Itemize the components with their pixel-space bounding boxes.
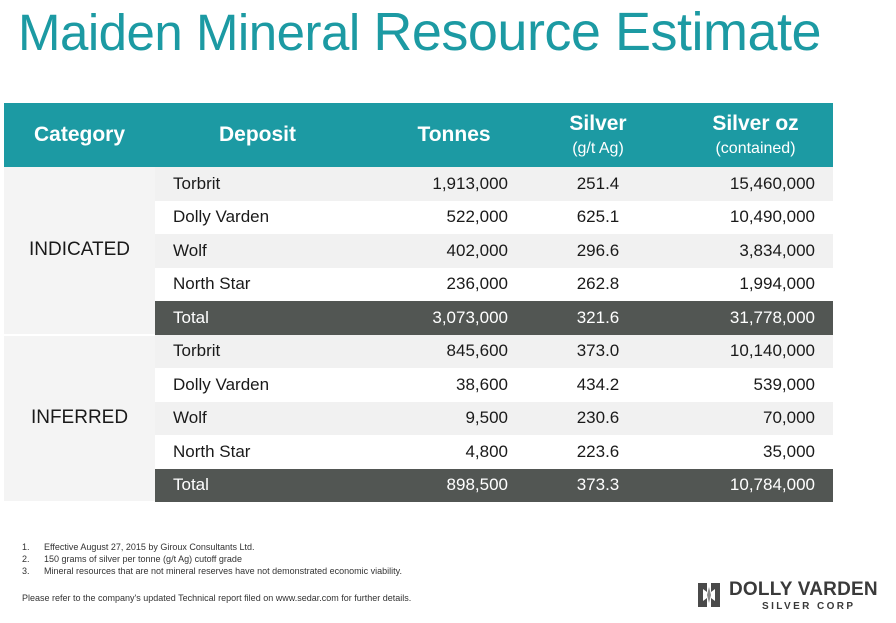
table-row: Wolf 9,500 230.6 70,000 xyxy=(4,401,833,435)
title-part-2: Resource Estimate xyxy=(373,2,822,62)
deposit-cell: Wolf xyxy=(155,401,360,435)
total-label-cell: Total xyxy=(155,468,360,502)
footnote-number: 1. xyxy=(22,542,30,552)
deposit-cell: Dolly Varden xyxy=(155,200,360,234)
header-deposit: Deposit xyxy=(218,123,296,146)
header-silver-unit: (g/t Ag) xyxy=(572,140,624,157)
tonnes-cell: 38,600 xyxy=(360,368,528,402)
table-row: INDICATED Torbrit 1,913,000 251.4 15,460… xyxy=(4,167,833,336)
total-label-cell: Total xyxy=(155,301,360,335)
table-total-row: Total 898,500 373.3 10,784,000 xyxy=(4,468,833,502)
deposit-cell: North Star xyxy=(155,435,360,469)
silver-oz-cell: 15,460,000 xyxy=(668,167,833,201)
dolly-varden-logo-icon xyxy=(698,583,720,607)
header-silver: Silver (g/t Ag) xyxy=(528,103,668,167)
resource-estimate-table: Category Deposit Tonnes Silver (g/t Ag) … xyxy=(4,103,833,503)
reference-note: Please refer to the company's updated Te… xyxy=(22,593,412,603)
deposit-cell: Dolly Varden xyxy=(155,368,360,402)
tonnes-cell: 4,800 xyxy=(360,435,528,469)
total-silver-oz-cell: 10,784,000 xyxy=(668,468,833,502)
title-part-1: Maiden Mineral xyxy=(18,4,360,61)
deposit-cell: Torbrit xyxy=(155,334,360,368)
deposit-cell: North Star xyxy=(155,267,360,301)
silver-oz-cell: 10,140,000 xyxy=(668,334,833,368)
footnote-number: 3. xyxy=(22,566,30,576)
silver-oz-cell: 1,994,000 xyxy=(668,267,833,301)
company-logo: DOLLY VARDEN SILVER CORP xyxy=(696,579,892,615)
tonnes-cell: 236,000 xyxy=(360,267,528,301)
deposit-cell: Wolf xyxy=(155,234,360,268)
total-silver-oz-cell: 31,778,000 xyxy=(668,301,833,335)
grade-cell: 296.6 xyxy=(528,234,668,268)
table-header-row: Category Deposit Tonnes Silver (g/t Ag) … xyxy=(4,103,833,167)
footnote: 1. Effective August 27, 2015 by Giroux Co… xyxy=(22,541,402,553)
table-row: North Star 4,800 223.6 35,000 xyxy=(4,435,833,469)
grade-cell: 230.6 xyxy=(528,401,668,435)
total-tonnes-cell: 898,500 xyxy=(360,468,528,502)
header-silver-label: Silver xyxy=(569,112,627,135)
footnote-text: 150 grams of silver per tonne (g/t Ag) c… xyxy=(44,554,242,564)
grade-cell: 262.8 xyxy=(528,267,668,301)
grade-cell: 625.1 xyxy=(528,200,668,234)
grade-cell: 223.6 xyxy=(528,435,668,469)
total-grade-cell: 373.3 xyxy=(528,468,668,502)
deposit-cell: Torbrit xyxy=(155,167,360,201)
page-title: Maiden Mineral Resource Estimate xyxy=(18,2,822,63)
table-row: North Star 236,000 262.8 1,994,000 xyxy=(4,267,833,301)
logo-wordmark: DOLLY VARDEN xyxy=(729,579,878,600)
header-silver-oz-unit: (contained) xyxy=(715,140,796,157)
footnotes: 1. Effective August 27, 2015 by Giroux Co… xyxy=(22,541,402,577)
tonnes-cell: 9,500 xyxy=(360,401,528,435)
header-tonnes: Tonnes xyxy=(417,123,491,146)
tonnes-cell: 402,000 xyxy=(360,234,528,268)
logo-subtitle: SILVER CORP xyxy=(762,601,856,612)
tonnes-cell: 522,000 xyxy=(360,200,528,234)
header-silver-oz: Silver oz (contained) xyxy=(668,103,833,167)
category-inferred: INFERRED xyxy=(4,334,155,503)
total-tonnes-cell: 3,073,000 xyxy=(360,301,528,335)
grade-cell: 373.0 xyxy=(528,334,668,368)
table-row: Wolf 402,000 296.6 3,834,000 xyxy=(4,234,833,268)
header-silver-oz-label: Silver oz xyxy=(712,112,799,135)
grade-cell: 434.2 xyxy=(528,368,668,402)
tonnes-cell: 1,913,000 xyxy=(360,167,528,201)
footnote: 2. 150 grams of silver per tonne (g/t Ag)… xyxy=(22,553,402,565)
grade-cell: 251.4 xyxy=(528,167,668,201)
total-grade-cell: 321.6 xyxy=(528,301,668,335)
table-row: Dolly Varden 522,000 625.1 10,490,000 xyxy=(4,200,833,234)
table-total-row: Total 3,073,000 321.6 31,778,000 xyxy=(4,301,833,335)
silver-oz-cell: 35,000 xyxy=(668,435,833,469)
silver-oz-cell: 539,000 xyxy=(668,368,833,402)
category-indicated: INDICATED xyxy=(4,167,155,336)
footnote: 3. Mineral resources that are not mineral… xyxy=(22,565,402,577)
table-row: Dolly Varden 38,600 434.2 539,000 xyxy=(4,368,833,402)
footnote-text: Mineral resources that are not mineral r… xyxy=(44,566,403,576)
silver-oz-cell: 70,000 xyxy=(668,401,833,435)
silver-oz-cell: 3,834,000 xyxy=(668,234,833,268)
table-row: INFERRED Torbrit 845,600 373.0 10,140,00… xyxy=(4,334,833,503)
tonnes-cell: 845,600 xyxy=(360,334,528,368)
footnote-text: Effective August 27, 2015 by Giroux Cons… xyxy=(44,542,255,552)
footnote-number: 2. xyxy=(22,554,30,564)
header-category: Category xyxy=(33,123,126,146)
silver-oz-cell: 10,490,000 xyxy=(668,200,833,234)
